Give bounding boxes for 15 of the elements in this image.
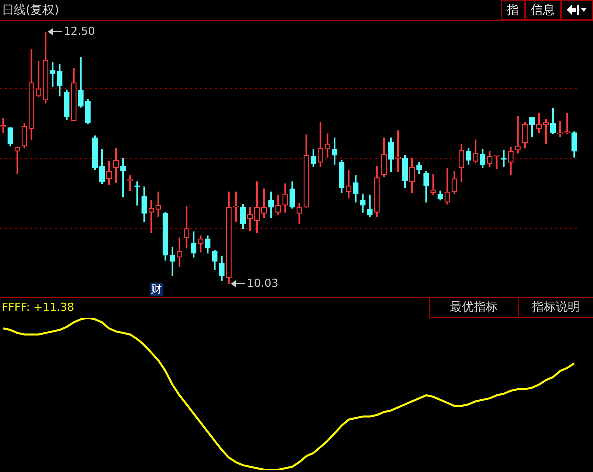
candlestick <box>501 150 507 167</box>
chart-title: FFFF: +11.38 <box>2 301 74 314</box>
text: 指标说明 <box>518 298 593 318</box>
annotation: 10.03 <box>247 276 279 290</box>
candlestick <box>494 155 500 170</box>
annotation: 12.50 <box>64 24 96 38</box>
text: 最优指标 <box>429 298 518 318</box>
candlestick <box>134 182 140 206</box>
candlestick <box>564 113 570 134</box>
candlestick <box>148 200 154 234</box>
text: 信息 <box>525 0 561 20</box>
chart-title: 日线(复权) <box>2 2 60 19</box>
candlestick <box>430 174 436 196</box>
text: 指 <box>501 0 525 20</box>
annotation: 财 <box>150 283 163 296</box>
